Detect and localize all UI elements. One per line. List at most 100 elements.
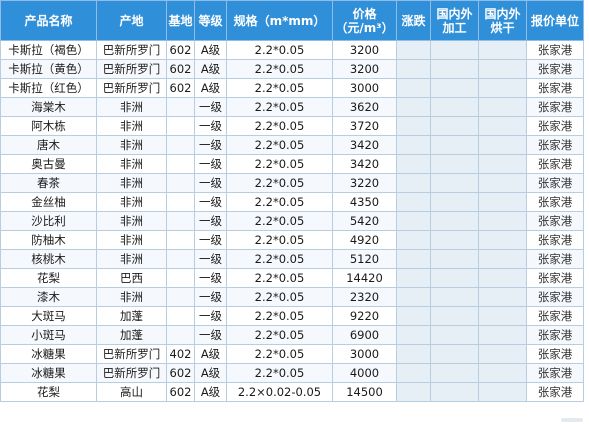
cell-spec: 2.2*0.05 xyxy=(226,59,333,79)
cell-unit: 张家港 xyxy=(526,40,584,60)
header-price-line2: （元/m³） xyxy=(335,20,394,35)
cell-name: 卡斯拉（黄色） xyxy=(0,59,97,79)
cell-unit: 张家港 xyxy=(526,78,584,98)
cell-spec: 2.2*0.05 xyxy=(226,78,333,98)
cell-base xyxy=(166,211,195,231)
cell-grade: A级 xyxy=(194,382,227,402)
table-row: 奥古曼 非洲 一级 2.2*0.05 3420 张家港 xyxy=(0,154,584,174)
cell-price: 6900 xyxy=(332,325,397,345)
cell-drying xyxy=(478,154,527,174)
cell-drying xyxy=(478,287,527,307)
cell-drying xyxy=(478,192,527,212)
cell-grade: 一级 xyxy=(194,116,227,136)
cell-name: 卡斯拉（褐色） xyxy=(0,40,97,60)
cell-change xyxy=(396,363,431,383)
cell-price: 3420 xyxy=(332,135,397,155)
cell-base xyxy=(166,97,195,117)
cell-drying xyxy=(478,116,527,136)
cell-price: 3420 xyxy=(332,154,397,174)
cell-name: 海棠木 xyxy=(0,97,97,117)
cell-drying xyxy=(478,325,527,345)
cell-price: 4000 xyxy=(332,363,397,383)
cell-spec: 2.2*0.05 xyxy=(226,97,333,117)
cell-grade: A级 xyxy=(194,59,227,79)
cell-base xyxy=(166,249,195,269)
cell-grade: 一级 xyxy=(194,287,227,307)
cell-origin: 非洲 xyxy=(96,135,167,155)
cell-origin: 非洲 xyxy=(96,173,167,193)
cell-unit: 张家港 xyxy=(526,154,584,174)
cell-price: 14500 xyxy=(332,382,397,402)
cell-spec: 2.2*0.05 xyxy=(226,40,333,60)
cell-drying xyxy=(478,211,527,231)
cell-origin: 非洲 xyxy=(96,230,167,250)
table-row: 防柚木 非洲 一级 2.2*0.05 4920 张家港 xyxy=(0,230,584,250)
cell-drying xyxy=(478,97,527,117)
table-row: 金丝柚 非洲 一级 2.2*0.05 4350 张家港 xyxy=(0,192,584,212)
cell-change xyxy=(396,344,431,364)
header-base: 基地 xyxy=(166,0,195,41)
cell-origin: 巴新所罗门 xyxy=(96,363,167,383)
cell-spec: 2.2*0.05 xyxy=(226,192,333,212)
cell-name: 漆木 xyxy=(0,287,97,307)
cell-processing xyxy=(430,97,479,117)
cell-processing xyxy=(430,382,479,402)
cell-unit: 张家港 xyxy=(526,382,584,402)
cell-origin: 高山 xyxy=(96,382,167,402)
cell-spec: 2.2*0.05 xyxy=(226,211,333,231)
cell-processing xyxy=(430,363,479,383)
cell-grade: 一级 xyxy=(194,97,227,117)
cell-processing xyxy=(430,40,479,60)
header-change: 涨跌 xyxy=(396,0,431,41)
cell-processing xyxy=(430,287,479,307)
cell-drying xyxy=(478,268,527,288)
cell-processing xyxy=(430,135,479,155)
table-body: 卡斯拉（褐色） 巴新所罗门 602 A级 2.2*0.05 3200 张家港 卡… xyxy=(0,40,584,402)
cell-name: 金丝柚 xyxy=(0,192,97,212)
cell-base: 602 xyxy=(166,363,195,383)
cell-spec: 2.2*0.05 xyxy=(226,363,333,383)
cell-name: 大斑马 xyxy=(0,306,97,326)
cell-unit: 张家港 xyxy=(526,268,584,288)
cell-name: 唐木 xyxy=(0,135,97,155)
cell-change xyxy=(396,382,431,402)
cell-base xyxy=(166,116,195,136)
cell-change xyxy=(396,154,431,174)
cell-change xyxy=(396,97,431,117)
table-row: 小斑马 加蓬 一级 2.2*0.05 6900 张家港 xyxy=(0,325,584,345)
cell-origin: 巴新所罗门 xyxy=(96,40,167,60)
cell-processing xyxy=(430,306,479,326)
cell-grade: A级 xyxy=(194,40,227,60)
cell-drying xyxy=(478,173,527,193)
cell-drying xyxy=(478,344,527,364)
cell-base xyxy=(166,268,195,288)
cell-change xyxy=(396,306,431,326)
cell-processing xyxy=(430,78,479,98)
header-product-name: 产品名称 xyxy=(0,0,97,41)
cell-change xyxy=(396,192,431,212)
table-row: 花梨 巴西 一级 2.2*0.05 14420 张家港 xyxy=(0,268,584,288)
cell-base xyxy=(166,192,195,212)
cell-unit: 张家港 xyxy=(526,116,584,136)
cell-change xyxy=(396,78,431,98)
cell-base: 602 xyxy=(166,382,195,402)
cell-price: 4350 xyxy=(332,192,397,212)
cell-name: 奥古曼 xyxy=(0,154,97,174)
cell-change xyxy=(396,59,431,79)
cell-base: 602 xyxy=(166,40,195,60)
cell-spec: 2.2*0.05 xyxy=(226,230,333,250)
cell-price: 3000 xyxy=(332,344,397,364)
header-grade: 等级 xyxy=(194,0,227,41)
cell-spec: 2.2*0.05 xyxy=(226,344,333,364)
cell-spec: 2.2×0.02-0.05 xyxy=(226,382,333,402)
header-drying-line2: 烘干 xyxy=(490,20,515,35)
table-row: 冰糖果 巴新所罗门 602 A级 2.2*0.05 4000 张家港 xyxy=(0,363,584,383)
table-row: 卡斯拉（红色） 巴新所罗门 602 A级 2.2*0.05 3000 张家港 xyxy=(0,78,584,98)
table-row: 花梨 高山 602 A级 2.2×0.02-0.05 14500 张家港 xyxy=(0,382,584,402)
cell-base xyxy=(166,287,195,307)
cell-spec: 2.2*0.05 xyxy=(226,306,333,326)
cell-drying xyxy=(478,135,527,155)
cell-origin: 非洲 xyxy=(96,192,167,212)
cell-unit: 张家港 xyxy=(526,173,584,193)
